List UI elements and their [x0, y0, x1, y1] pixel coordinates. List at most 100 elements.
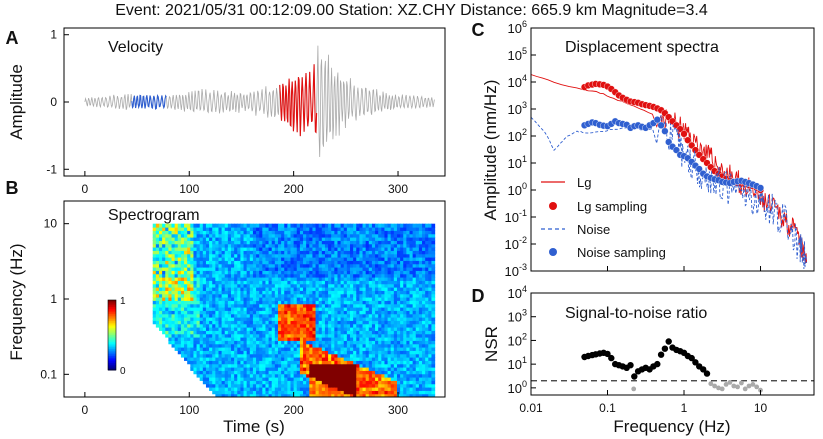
spectrogram-cell	[346, 267, 351, 271]
spectrogram-cell	[309, 247, 314, 251]
spectrogram-cell	[205, 380, 210, 385]
spectrogram-cell	[425, 223, 429, 228]
spectrogram-cell	[287, 363, 292, 368]
spectrogram-cell	[252, 293, 257, 298]
spectrogram-cell	[396, 283, 401, 288]
spectrogram-cell	[334, 287, 339, 291]
spectrogram-cell	[180, 310, 185, 315]
spectrogram-cell	[409, 253, 414, 258]
spectrogram-cell	[306, 260, 310, 265]
spectrogram-cell	[209, 257, 213, 261]
spectrogram-cell	[237, 390, 242, 395]
spectrogram-cell	[431, 300, 436, 305]
spectrogram-cell	[312, 363, 317, 368]
spectrogram-cell	[209, 387, 213, 391]
spectrogram-cell	[231, 317, 235, 321]
spectrogram-cell	[393, 323, 398, 328]
spectrogram-cell	[340, 333, 345, 338]
spectrogram-cell	[415, 283, 420, 288]
spectrogram-cell	[422, 383, 426, 388]
spectrogram-cell	[205, 270, 210, 275]
spectrogram-cell	[262, 323, 267, 328]
spectrogram-cell	[155, 277, 160, 281]
spectrogram-cell	[262, 370, 267, 375]
spectrogram-cell	[187, 340, 191, 345]
spectrogram-cell	[271, 227, 276, 231]
spectrogram-cell	[415, 230, 420, 235]
spectrogram-cell	[312, 237, 317, 241]
spectrogram-cell	[375, 277, 379, 281]
spectrogram-cell	[356, 387, 360, 391]
spectrogram-cell	[162, 257, 166, 261]
spectrogram-cell	[331, 337, 335, 341]
spectrogram-cell	[287, 283, 292, 288]
spectrogram-cell	[231, 257, 235, 261]
spectrogram-cell	[362, 313, 367, 318]
spectrogram-cell	[231, 313, 235, 318]
spectrogram-cell	[168, 230, 173, 235]
spectrogram-cell	[412, 370, 417, 375]
spectrogram-cell	[162, 297, 166, 301]
spectrogram-cell	[212, 250, 216, 255]
spectrogram-cell	[196, 270, 201, 275]
spectrogram-cell	[155, 260, 160, 265]
spectrogram-cell	[409, 373, 414, 378]
spectrogram-cell	[262, 280, 267, 285]
spectrogram-cell	[252, 313, 257, 318]
spectrogram-cell	[309, 363, 314, 368]
spectrogram-cell	[209, 297, 213, 301]
spectrogram-cell	[237, 347, 242, 351]
spectrogram-cell	[353, 283, 357, 288]
spectrogram-cell	[237, 267, 242, 271]
spectrogram-cell	[271, 270, 276, 275]
a-xtick-label: 100	[179, 182, 199, 196]
spectrogram-cell	[371, 333, 376, 338]
spectrogram-cell	[268, 387, 273, 391]
spectrogram-cell	[199, 337, 204, 341]
spectrogram-cell	[265, 360, 270, 365]
spectrogram-cell	[296, 270, 301, 275]
spectrogram-cell	[221, 360, 226, 365]
spectrogram-cell	[340, 390, 345, 395]
spectrogram-cell	[252, 307, 257, 311]
spectrogram-cell	[375, 390, 379, 395]
spectrogram-cell	[375, 333, 379, 338]
spectrogram-cell	[231, 303, 235, 308]
spectrogram-cell	[299, 250, 304, 255]
spectrogram-cell	[274, 273, 279, 278]
spectrogram-cell	[293, 373, 298, 378]
spectrogram-cell	[265, 323, 270, 328]
spectrogram-cell	[418, 250, 423, 255]
spectrogram-cell	[174, 280, 179, 285]
spectrogram-cell	[162, 290, 166, 295]
spectrogram-cell	[375, 317, 379, 321]
spectrogram-cell	[259, 383, 263, 388]
spectrogram-cell	[350, 360, 354, 365]
spectrogram-cell	[368, 317, 373, 321]
spectrogram-cell	[406, 337, 411, 341]
spectrogram-cell	[312, 250, 317, 255]
spectrogram-cell	[199, 353, 204, 358]
spectrogram-cell	[384, 277, 389, 281]
spectrogram-cell	[190, 343, 195, 348]
spectrogram-cell	[393, 357, 398, 361]
spectrogram-cell	[318, 313, 323, 318]
spectrogram-cell	[340, 357, 345, 361]
spectrogram-cell	[409, 393, 414, 397]
spectrogram-cell	[268, 333, 273, 338]
spectrogram-cell	[231, 373, 235, 378]
spectrogram-cell	[309, 273, 314, 278]
spectrogram-cell	[353, 267, 357, 271]
spectrogram-cell	[290, 267, 295, 271]
spectrogram-cell	[196, 240, 201, 245]
spectrogram-cell	[422, 273, 426, 278]
spectrogram-cell	[422, 330, 426, 335]
spectrogram-cell	[158, 310, 163, 315]
spectrogram-cell	[378, 223, 382, 228]
spectrogram-cell	[259, 390, 263, 395]
spectrogram-cell	[231, 380, 235, 385]
spectrogram-cell	[378, 323, 382, 328]
spectrogram-cell	[259, 250, 263, 255]
spectrogram-cell	[428, 380, 433, 385]
spectrogram-cell	[340, 350, 345, 355]
